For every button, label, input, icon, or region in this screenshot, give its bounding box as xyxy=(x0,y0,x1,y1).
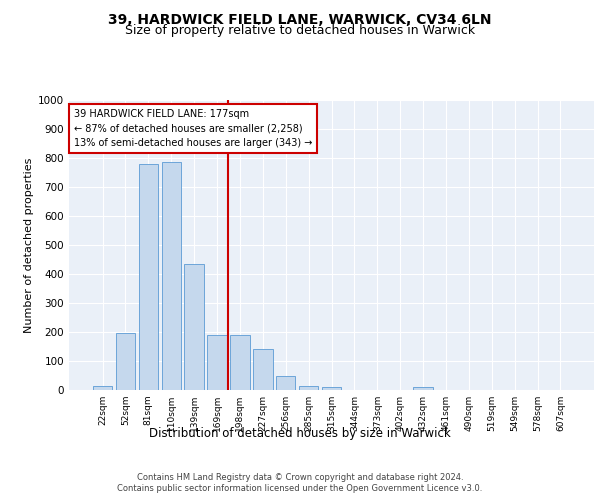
Text: Size of property relative to detached houses in Warwick: Size of property relative to detached ho… xyxy=(125,24,475,37)
Text: Distribution of detached houses by size in Warwick: Distribution of detached houses by size … xyxy=(149,428,451,440)
Bar xyxy=(93,386,112,390)
Bar xyxy=(322,387,341,390)
Bar xyxy=(299,386,319,390)
Bar xyxy=(139,164,158,390)
Bar xyxy=(276,376,295,390)
Bar xyxy=(161,162,181,390)
Y-axis label: Number of detached properties: Number of detached properties xyxy=(24,158,34,332)
Bar xyxy=(208,335,227,390)
Text: Contains public sector information licensed under the Open Government Licence v3: Contains public sector information licen… xyxy=(118,484,482,493)
Text: Contains HM Land Registry data © Crown copyright and database right 2024.: Contains HM Land Registry data © Crown c… xyxy=(137,472,463,482)
Bar xyxy=(253,350,272,390)
Text: 39, HARDWICK FIELD LANE, WARWICK, CV34 6LN: 39, HARDWICK FIELD LANE, WARWICK, CV34 6… xyxy=(108,12,492,26)
Bar xyxy=(184,264,204,390)
Bar xyxy=(230,335,250,390)
Text: 39 HARDWICK FIELD LANE: 177sqm
← 87% of detached houses are smaller (2,258)
13% : 39 HARDWICK FIELD LANE: 177sqm ← 87% of … xyxy=(74,108,313,148)
Bar xyxy=(116,334,135,390)
Bar xyxy=(413,387,433,390)
